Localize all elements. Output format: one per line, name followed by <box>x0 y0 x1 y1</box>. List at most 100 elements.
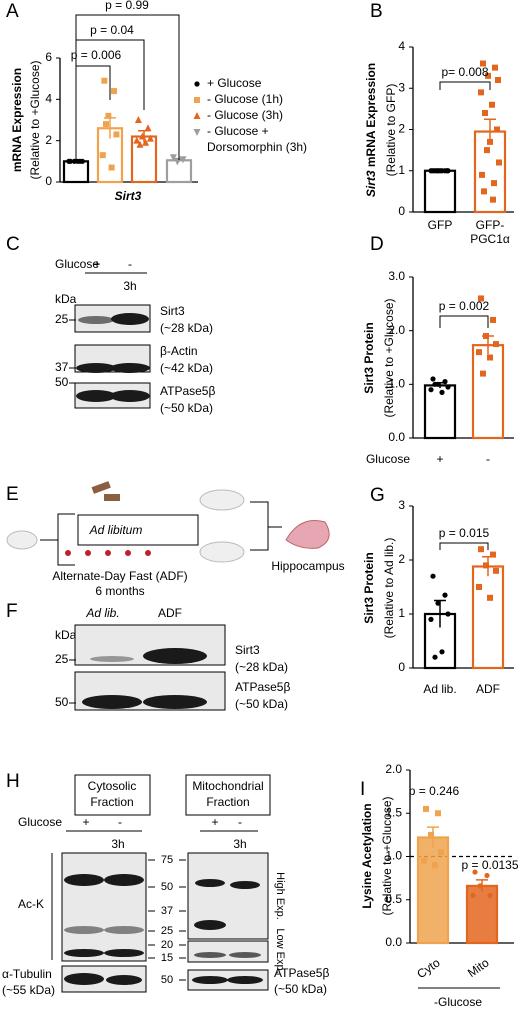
data-point <box>490 196 496 203</box>
data-point <box>487 892 493 899</box>
error-bar <box>434 599 446 628</box>
legend-label: - Glucose + <box>207 124 269 138</box>
annotation: p= 0.008 <box>441 65 488 79</box>
data-point <box>75 158 81 164</box>
annotation: p = 0.0135 <box>461 858 518 872</box>
legend-marker <box>193 129 201 136</box>
y-tick-label: 3 <box>398 80 405 94</box>
y-axis-label: Sirt3 mRNA Expression <box>364 63 378 197</box>
legend-marker <box>194 81 200 87</box>
significance-bracket <box>439 315 489 328</box>
data-point <box>430 573 436 579</box>
y-tick-label: 0 <box>45 174 52 188</box>
label: Sirt3 <box>235 643 260 657</box>
label: - <box>128 257 132 271</box>
label: 3h <box>233 837 246 851</box>
band <box>229 952 261 958</box>
band <box>104 949 144 957</box>
band <box>106 975 142 985</box>
y-axis-label: Sirt3 Protein <box>362 552 376 623</box>
label: High Exp. <box>274 872 286 920</box>
x-axis-label: Sirt3 <box>115 189 142 203</box>
y-axis-sublabel: (Relative to Ad lib.) <box>382 538 396 639</box>
label: ADF <box>158 606 182 620</box>
y-tick-label: 0 <box>398 204 405 218</box>
data-point <box>485 72 491 79</box>
y-axis-label: mRNA Expression <box>10 68 24 172</box>
label: Ad lib. <box>85 606 119 620</box>
data-point <box>483 562 489 569</box>
y-tick-label: 1 <box>398 163 405 177</box>
band <box>76 363 116 373</box>
y-tick-label: 1.0 <box>385 849 402 863</box>
data-point <box>108 164 115 171</box>
data-point <box>428 387 434 393</box>
mw-marker: 50 <box>161 881 173 893</box>
label: (~28 kDa) <box>235 660 288 674</box>
data-point <box>487 354 493 361</box>
data-point <box>490 316 496 323</box>
label: (~50 kDa) <box>274 982 327 996</box>
data-point <box>438 849 444 856</box>
data-point <box>146 134 154 142</box>
data-point <box>442 592 448 598</box>
data-point <box>480 370 486 377</box>
data-point <box>491 180 497 187</box>
data-point <box>428 831 434 838</box>
data-point <box>133 136 141 144</box>
bar <box>423 169 457 214</box>
annotation: p = 0.015 <box>439 526 490 540</box>
data-point <box>432 381 438 387</box>
data-point <box>487 594 493 601</box>
y-tick-label: 2 <box>398 122 405 136</box>
label: (~42 kDa) <box>160 361 213 375</box>
label: ATPase5β <box>235 680 290 694</box>
data-point <box>492 64 498 71</box>
label: + <box>211 815 218 829</box>
band <box>194 920 226 930</box>
data-point <box>428 168 434 174</box>
y-tick-label: 1.5 <box>385 805 402 819</box>
annotation: p = 0.006 <box>71 48 122 62</box>
mw-marker: 50 <box>55 375 69 389</box>
label: Ad libitum <box>89 523 143 537</box>
x-tick-label: Ad lib. <box>423 682 456 696</box>
mw-marker: 25 <box>55 652 69 666</box>
y-axis-sublabel: (Relative to +Glucose) <box>382 298 396 417</box>
band <box>110 363 150 373</box>
y-tick-label: 2 <box>398 552 405 566</box>
band <box>90 656 134 662</box>
mouse-icon <box>199 489 245 511</box>
data-point <box>478 546 484 553</box>
data-point <box>144 124 152 132</box>
y-tick-label: 1 <box>398 606 405 620</box>
data-point <box>101 77 108 84</box>
data-point <box>439 389 445 395</box>
band <box>110 390 150 402</box>
panel-letter: F <box>6 601 18 622</box>
label: Sirt3 <box>160 304 185 318</box>
bar <box>471 565 505 670</box>
data-point <box>479 171 485 178</box>
band <box>64 949 104 957</box>
y-tick-label: 6 <box>45 50 52 64</box>
annotation: p = 0.002 <box>439 299 490 313</box>
x-tick-label: PGC1α <box>470 232 510 246</box>
x-axis-label: -Glucose <box>434 995 482 1009</box>
data-point <box>470 892 476 899</box>
y-axis-label-part: mRNA Expression <box>364 63 378 171</box>
data-point <box>105 112 112 119</box>
label: (~28 kDa) <box>160 321 213 335</box>
band <box>78 316 114 324</box>
band <box>143 648 207 664</box>
y-tick-label: 3 <box>398 498 405 512</box>
mw-marker: 20 <box>161 939 173 951</box>
x-tick-label: GFP- <box>476 218 505 232</box>
y-tick-label: 1.0 <box>388 377 405 391</box>
label: kDa <box>55 628 77 642</box>
data-point <box>430 376 436 382</box>
data-point <box>478 295 484 302</box>
annotation: p = 0.04 <box>90 23 134 37</box>
label: Cytosolic <box>88 779 137 793</box>
label: (~55 kDa) <box>2 983 55 997</box>
